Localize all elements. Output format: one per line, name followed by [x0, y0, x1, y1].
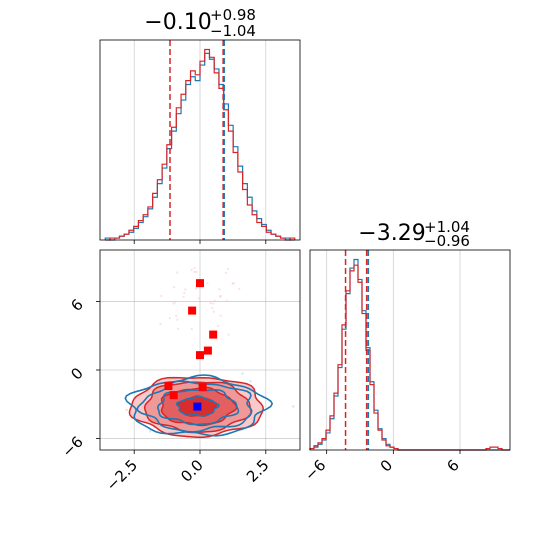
sample-point: [184, 288, 187, 291]
sample-point: [213, 299, 216, 302]
sample-point: [173, 286, 176, 289]
hist-1-bars: [104, 48, 296, 241]
sample-point: [194, 287, 197, 290]
x-tick-label: 2.5: [243, 456, 273, 486]
sample-point: [193, 266, 196, 269]
sample-point: [212, 302, 215, 305]
sample-point: [249, 380, 252, 383]
sample-point: [175, 314, 178, 317]
sample-point: [176, 318, 179, 321]
sample-point: [190, 268, 193, 271]
sample-point: [227, 267, 230, 270]
sample-point: [219, 314, 222, 317]
sample-point: [176, 271, 179, 274]
scatter-panel: −2.5 0.0 2.5 −6 0 6: [58, 249, 301, 495]
hist-1-ticks: [133, 240, 267, 244]
y-tick-label: 0: [67, 364, 86, 383]
sample-point: [153, 426, 156, 429]
sample-point: [212, 310, 215, 313]
sample-point: [217, 325, 220, 328]
hist-2-title-median: −3.29: [358, 221, 425, 246]
sample-point: [209, 302, 212, 305]
x-tick-label: 0: [377, 456, 396, 475]
sample-point: [193, 270, 196, 273]
hist-2-title-minus: −0.96: [424, 232, 470, 250]
red-marker: [164, 382, 173, 390]
hist-2-bars: [309, 258, 510, 451]
hist-1-title-minus: −1.04: [210, 22, 256, 40]
hist-2-title-plus: +1.04: [424, 218, 470, 236]
red-marker: [198, 383, 207, 392]
hist-2-frame: [309, 249, 511, 451]
sample-point: [182, 295, 185, 298]
red-marker: [188, 306, 197, 315]
x-tick-label: 0.0: [177, 456, 207, 486]
blue-contour: [136, 380, 253, 433]
hist-series-line: [309, 264, 510, 451]
sample-point: [227, 333, 230, 336]
sample-point: [211, 307, 214, 310]
sample-point: [160, 294, 163, 297]
blue-contour: [124, 374, 274, 437]
hist-1-title: −0.10: [144, 10, 211, 35]
red-marker: [196, 279, 204, 288]
sample-point: [224, 271, 227, 274]
hist-1-title-median: −0.10: [144, 10, 211, 35]
blue-marker: [193, 402, 202, 411]
hist-2-grid: [326, 250, 461, 450]
hist-panel-1: −0.10 +0.98 −1.04: [99, 6, 301, 244]
sample-point: [195, 270, 198, 273]
sample-point: [198, 297, 201, 300]
sample-point: [172, 302, 175, 305]
sample-point: [125, 408, 128, 411]
hist-series-line: [104, 52, 295, 241]
sample-point: [238, 288, 241, 291]
sample-point: [218, 288, 221, 291]
x-tick-label: −2.5: [103, 456, 141, 494]
sample-point: [159, 322, 162, 325]
x-tick-label: 6: [443, 456, 462, 475]
blue-contour: [175, 395, 220, 417]
scatter-points: [164, 279, 218, 411]
x-tick-label: −6: [301, 456, 329, 484]
sample-point: [75, 391, 77, 393]
red-marker: [169, 391, 178, 400]
hist-1-quantiles: [169, 40, 225, 240]
hist-1-title-plus: +0.98: [210, 6, 256, 24]
red-marker: [196, 351, 204, 360]
hist-panel-2: −6 0 6 −3.29 +1.04 −0.96: [301, 218, 511, 484]
sample-point: [292, 405, 295, 408]
sample-point: [174, 301, 177, 304]
sample-point: [168, 317, 171, 320]
sample-point: [206, 282, 209, 285]
sample-point: [218, 295, 221, 298]
sample-point: [183, 292, 186, 295]
sample-point: [188, 456, 190, 458]
red-marker: [209, 330, 218, 339]
sample-point: [190, 327, 193, 330]
sample-point: [177, 327, 180, 330]
sample-point: [241, 372, 244, 375]
red-marker: [203, 346, 212, 355]
hist-series-line: [105, 48, 296, 241]
sample-point: [149, 430, 152, 433]
hist-series-line: [309, 258, 510, 451]
y-tick-label: −6: [58, 433, 86, 461]
sample-point: [232, 282, 235, 285]
blue-contour: [156, 388, 240, 426]
hist-2-ticks: −6 0 6: [301, 450, 463, 484]
hist-2-quantiles: [344, 250, 370, 450]
y-tick-label: 6: [67, 296, 86, 315]
sample-point: [225, 300, 228, 303]
